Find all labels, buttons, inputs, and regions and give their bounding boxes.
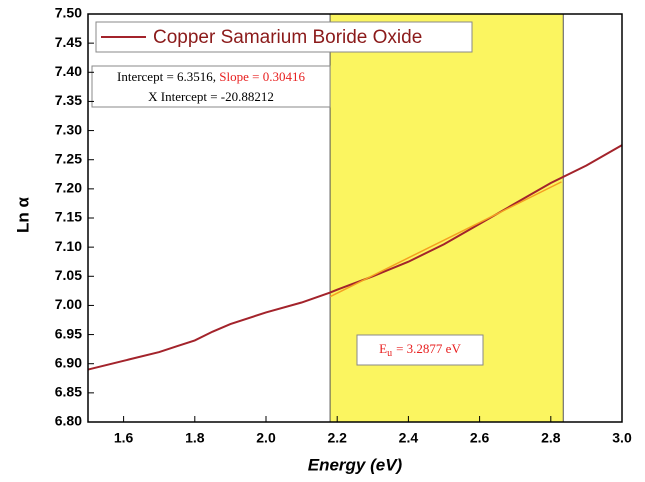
y-tick-label: 7.05 bbox=[55, 267, 82, 283]
y-axis-title: Ln α bbox=[13, 196, 32, 232]
x-tick-label: 1.8 bbox=[185, 430, 205, 446]
y-tick-label: 7.35 bbox=[55, 92, 82, 108]
x-tick-label: 2.0 bbox=[256, 430, 276, 446]
plot-marks bbox=[87, 144, 623, 371]
eu-symbol: E bbox=[379, 341, 387, 356]
x-axis-title: Energy (eV) bbox=[308, 455, 403, 474]
y-tick-label: 7.30 bbox=[55, 121, 82, 137]
y-tick-label: 6.80 bbox=[55, 413, 82, 429]
eu-value: = 3.2877 eV bbox=[396, 341, 461, 356]
x-tick-label: 3.0 bbox=[612, 430, 632, 446]
eu-subscript: u bbox=[387, 348, 392, 359]
y-tick-label: 7.50 bbox=[55, 5, 82, 21]
legend-label: Copper Samarium Boride Oxide bbox=[153, 27, 422, 48]
intercept: Intercept = 6.3516, bbox=[117, 69, 219, 84]
x-tick-label: 2.4 bbox=[399, 430, 419, 446]
x-tick-label: 1.6 bbox=[114, 430, 134, 446]
fit-box bbox=[91, 65, 331, 108]
data-line bbox=[87, 144, 623, 371]
slope: Slope = 0.30416 bbox=[219, 69, 305, 84]
y-tick-label: 7.10 bbox=[55, 238, 82, 254]
x-tick-label: 2.8 bbox=[541, 430, 561, 446]
eu-text: Eu = 3.2877 eV bbox=[379, 341, 461, 359]
x-intercept: X Intercept = -20.88212 bbox=[148, 89, 274, 104]
x-tick-label: 2.6 bbox=[470, 430, 490, 446]
legend-box bbox=[95, 21, 473, 53]
y-tick-label: 7.40 bbox=[55, 63, 82, 79]
y-tick-label: 6.85 bbox=[55, 384, 82, 400]
fit-line bbox=[329, 181, 562, 298]
eu-box bbox=[356, 334, 484, 366]
y-tick-label: 6.90 bbox=[55, 354, 82, 370]
y-tick-label: 7.00 bbox=[55, 296, 82, 312]
y-tick-label: 7.20 bbox=[55, 180, 82, 196]
y-tick-label: 7.45 bbox=[55, 34, 82, 50]
y-tick-label: 6.95 bbox=[55, 325, 82, 341]
x-tick-label: 2.2 bbox=[327, 430, 347, 446]
y-tick-label: 7.25 bbox=[55, 150, 82, 166]
fit-text: Intercept = 6.3516, Slope = 0.30416 bbox=[117, 69, 305, 84]
y-tick-label: 7.15 bbox=[55, 209, 82, 225]
